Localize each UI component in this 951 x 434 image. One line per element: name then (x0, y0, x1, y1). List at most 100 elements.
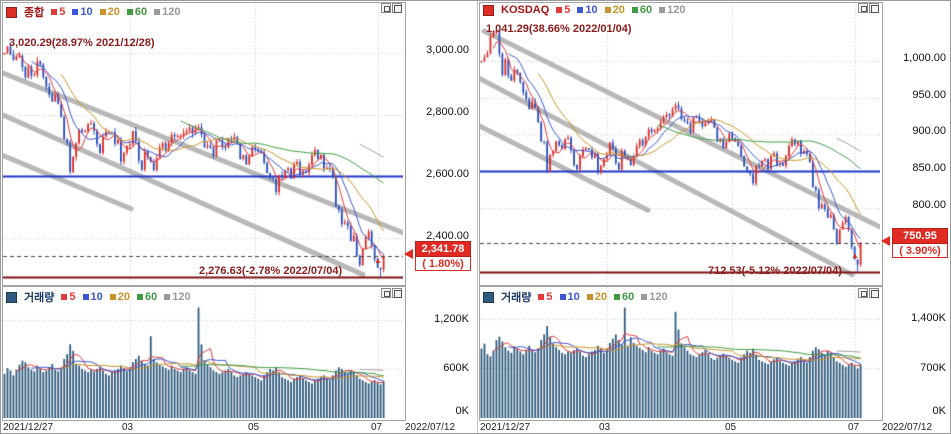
ma10-swatch-icon (559, 294, 566, 300)
kospi-volume-plot-frame (2, 286, 406, 421)
ma120-swatch-icon (641, 294, 648, 300)
ma60-swatch-icon (126, 9, 133, 15)
y-axis-tick: 1,000.00 (903, 52, 946, 64)
maximize-icon[interactable] (869, 3, 879, 13)
ma20-legend-item[interactable]: 20 (109, 291, 130, 303)
kosdaq-price-chart-canvas[interactable] (480, 3, 880, 283)
maximize-icon[interactable] (869, 288, 879, 298)
y-axis-tick: 800.00 (912, 199, 946, 211)
restore-icon[interactable] (858, 3, 868, 13)
pane-window-buttons (381, 288, 402, 298)
ma5-legend-item[interactable]: 5 (538, 291, 553, 303)
kospi-price-legend: 종합 5 10 20 60 120 (6, 4, 180, 20)
ma20-legend-item[interactable]: 20 (586, 291, 607, 303)
ma60-legend-item[interactable]: 60 (126, 6, 147, 18)
y-axis-tick: 2,800.00 (426, 106, 469, 118)
restore-icon[interactable] (381, 3, 391, 13)
kospi-price-pane: 종합 5 10 20 60 120 3,020.29(28.97% 2021/1… (1, 1, 477, 286)
restore-icon[interactable] (858, 288, 868, 298)
low-marker-icon: ▲ (374, 256, 382, 265)
ma10-swatch-icon (72, 9, 79, 15)
x-axis-label: 05 (248, 422, 260, 433)
kosdaq-price-legend: KOSDAQ 5 10 20 60 120 (483, 4, 686, 16)
y-axis-tick: 850.00 (912, 162, 946, 174)
ma60-swatch-icon (631, 7, 638, 13)
x-axis-label: 03 (599, 422, 611, 433)
volume-title: 거래량 (24, 292, 55, 304)
volume-title: 거래량 (501, 292, 532, 304)
ma120-label: 120 (172, 291, 191, 303)
series-swatch-icon (6, 6, 17, 18)
current-price-tag: 750.95 ( 3.90%) (892, 228, 948, 258)
y-axis-tick: 900.00 (912, 125, 946, 137)
ma5-legend-item[interactable]: 5 (51, 6, 65, 18)
ma10-legend-item[interactable]: 10 (72, 6, 93, 18)
current-price-change: ( 1.80%) (415, 257, 471, 271)
ma5-label: 5 (69, 291, 76, 303)
y-axis-tick: 1,400K (911, 312, 946, 324)
ma120-legend-item[interactable]: 120 (164, 291, 191, 303)
ma120-legend-item[interactable]: 120 (659, 4, 686, 16)
x-axis-label: 03 (122, 422, 134, 433)
ma120-legend-item[interactable]: 120 (154, 6, 180, 18)
ma20-swatch-icon (109, 294, 116, 300)
ma20-legend-item[interactable]: 20 (604, 4, 625, 16)
y-axis-tick: 0K (455, 405, 469, 417)
ma5-swatch-icon (538, 294, 545, 300)
ma120-label: 120 (667, 4, 686, 16)
ma20-label: 20 (612, 4, 625, 16)
ma5-legend-item[interactable]: 5 (556, 4, 570, 16)
kosdaq-price-pane: KOSDAQ 5 10 20 60 120 1,041.29(38.66% 20… (478, 1, 950, 286)
volume-swatch-icon (6, 291, 17, 303)
ma60-legend-item[interactable]: 60 (137, 291, 157, 303)
ma5-label: 5 (59, 6, 66, 18)
kospi-price-plot-frame (2, 2, 406, 286)
y-axis-tick: 700K (920, 362, 946, 374)
x-axis-label: 2022/07/12 (882, 422, 933, 433)
pane-window-buttons (858, 3, 879, 13)
ma5-swatch-icon (556, 7, 563, 13)
y-axis-tick: 2,400.00 (426, 230, 469, 242)
current-price-value: 750.95 (892, 228, 948, 244)
maximize-icon[interactable] (392, 3, 402, 13)
maximize-icon[interactable] (392, 288, 402, 298)
ma60-swatch-icon (614, 294, 620, 300)
ma10-legend-item[interactable]: 10 (577, 4, 598, 16)
ma10-legend-item[interactable]: 10 (82, 291, 103, 303)
y-axis-tick: 1,200K (434, 313, 469, 325)
ma60-legend-item[interactable]: 60 (614, 291, 634, 303)
kosdaq-price-plot-frame (479, 2, 883, 286)
ma10-label: 10 (567, 291, 580, 303)
ma10-label: 10 (585, 4, 598, 16)
current-price-tag: 2,341.78 ( 1.80%) (415, 241, 471, 271)
ma5-legend-item[interactable]: 5 (61, 291, 76, 303)
kospi-volume-legend: 거래량 5 10 20 60 120 (6, 289, 191, 305)
kosdaq-volume-chart-canvas[interactable] (480, 287, 880, 418)
kosdaq-volume-legend: 거래량 5 10 20 60 120 (483, 289, 668, 305)
panel-divider (477, 1, 478, 433)
ma60-legend-item[interactable]: 60 (631, 4, 652, 16)
y-axis-tick: 950.00 (912, 89, 946, 101)
ma20-label: 20 (594, 291, 607, 303)
ma10-swatch-icon (82, 294, 89, 300)
ma60-label: 60 (622, 291, 635, 303)
ma120-legend-item[interactable]: 120 (641, 291, 668, 303)
series-title: 종합 (24, 7, 45, 19)
ma20-swatch-icon (604, 7, 611, 13)
ma20-legend-item[interactable]: 20 (99, 6, 120, 18)
kospi-price-chart-canvas[interactable] (3, 3, 403, 283)
pane-window-buttons (381, 3, 402, 13)
y-axis-tick: 2,600.00 (426, 168, 469, 180)
low-annotation: 712.53(-5.12% 2022/07/04) (708, 265, 842, 277)
restore-icon[interactable] (381, 288, 391, 298)
kospi-volume-chart-canvas[interactable] (3, 287, 403, 418)
high-annotation: 1,041.29(38.66% 2022/01/04) (486, 23, 632, 35)
ma10-legend-item[interactable]: 10 (559, 291, 580, 303)
ma120-swatch-icon (154, 9, 161, 15)
x-axis-label: 2021/12/27 (480, 422, 531, 433)
pane-window-buttons (858, 288, 879, 298)
ma20-swatch-icon (586, 294, 593, 300)
ma120-label: 120 (649, 291, 668, 303)
kospi-panel: 종합 5 10 20 60 120 3,020.29(28.97% 2021/1… (1, 1, 477, 433)
